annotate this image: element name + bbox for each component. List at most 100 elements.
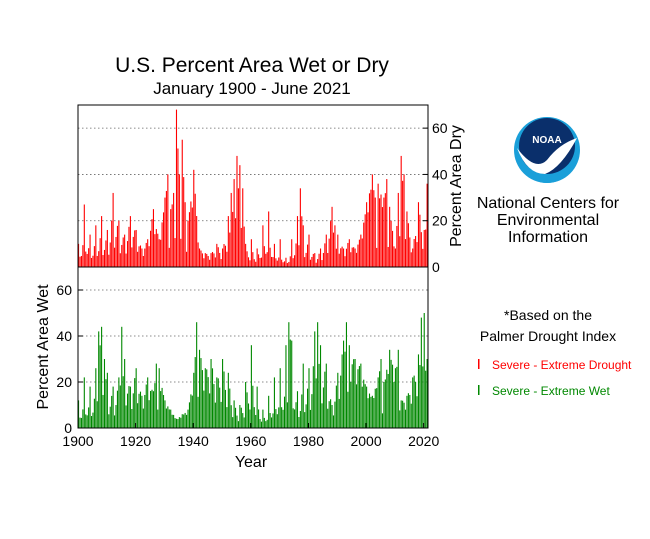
wet-bar [394,368,396,428]
wet-bar [337,372,339,428]
wet-bar [101,326,103,428]
wet-bar [364,384,366,428]
dry-bar [196,216,198,267]
wet-bar [162,395,165,428]
wet-bar [111,395,113,428]
wet-bar [173,414,175,428]
dry-bar [393,246,395,267]
dry-bar [236,155,238,267]
dry-bar [250,239,252,267]
dry-bar [157,233,159,267]
wet-bar [142,408,144,428]
dry-bar [380,194,382,267]
wet-bar [125,405,127,428]
wet-bar [128,386,130,428]
wet-bar [258,409,260,428]
dry-bar [141,248,143,267]
wet-bar [126,393,129,428]
dry-bar [423,229,425,267]
dry-bar [190,201,192,267]
dry-bar [220,259,222,267]
dry-bar [112,192,114,267]
dry-bar [161,222,163,267]
wet-bar [353,359,355,428]
wet-bar [193,372,195,428]
wet-bar [190,394,192,428]
logo-bird-icon [517,138,577,174]
wet-bar [314,331,316,428]
wet-bar [368,393,371,428]
wet-bar [373,398,375,428]
x-tick-label: 1940 [178,433,209,449]
wet-bar [327,408,329,428]
dry-bar [174,238,176,267]
x-tick-label: 2020 [408,433,439,449]
dry-bar [351,247,353,267]
dry-bar [206,253,208,267]
wet-bar [135,368,137,428]
wet-bar [187,409,189,428]
wet-bar [393,382,395,428]
wet-bar [80,417,82,428]
wet-bar [371,395,373,428]
dry-bar [180,238,182,267]
wet-bar [171,414,173,428]
wet-bar [209,393,211,428]
dry-bar [186,251,188,267]
dry-bar [177,148,179,267]
organization-name: National Centers for Environmental Informa… [477,195,620,246]
dry-bar [239,165,241,267]
wet-bar [412,377,414,428]
dry-bar [121,244,123,267]
dry-bar [106,229,108,267]
wet-bar [158,368,160,428]
wet-bar [129,386,131,428]
wet-bar [422,366,424,428]
dry-bar [311,256,313,267]
wet-bar [106,372,108,428]
logo-lower-swoosh [516,154,578,183]
dry-bar [371,174,373,267]
dry-bar [101,216,103,267]
dry-bar [139,245,142,267]
dry-bar [404,239,407,267]
dry-bar [98,251,100,267]
dry-bar [363,222,365,267]
legend-label: Severe - Extreme Drought [492,358,632,372]
wet-bar [367,398,369,428]
wet-bar [164,400,166,428]
wet-bar [191,395,193,428]
wet-bar [296,391,299,428]
wet-bar [380,359,382,428]
wet-bar [384,379,386,428]
dry-bar [144,248,146,267]
dry-bar [391,230,394,267]
dry-bar [259,258,261,267]
dry-bar [83,204,85,267]
wet-bar [338,398,340,428]
dry-bar [288,261,290,267]
wet-bar [227,372,229,428]
dry-bar [152,209,154,267]
x-tick-label: 1980 [293,433,324,449]
chart-title: U.S. Percent Area Wet or Dry [115,54,389,77]
x-tick-label: 2000 [350,433,381,449]
wet-bar [259,419,261,428]
dry-bar [292,258,294,267]
dry-bar [268,211,270,267]
wet-bar [417,354,420,428]
legend-swatch [478,359,480,369]
wet-bar [188,402,191,428]
dry-bar [134,230,136,267]
wet-bar [402,400,404,428]
dry-bar [178,174,180,267]
wet-bar [370,396,372,428]
wet-panel: 0 20 40 60 Percent Area Wet [35,266,429,436]
wet-bar [343,340,345,428]
wet-bar [374,388,376,428]
dry-bar [78,243,80,267]
dry-bar [151,219,153,267]
wet-bar [99,345,101,428]
wet-bar [223,371,225,428]
